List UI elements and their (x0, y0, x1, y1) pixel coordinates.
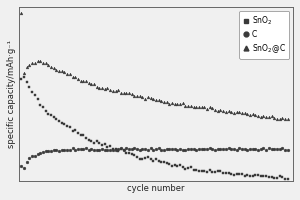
Legend: SnO$_2$, C, SnO$_2$@C: SnO$_2$, C, SnO$_2$@C (239, 11, 289, 59)
Y-axis label: specific capacity/mAh·g⁻¹: specific capacity/mAh·g⁻¹ (7, 40, 16, 148)
X-axis label: cycle number: cycle number (127, 184, 184, 193)
